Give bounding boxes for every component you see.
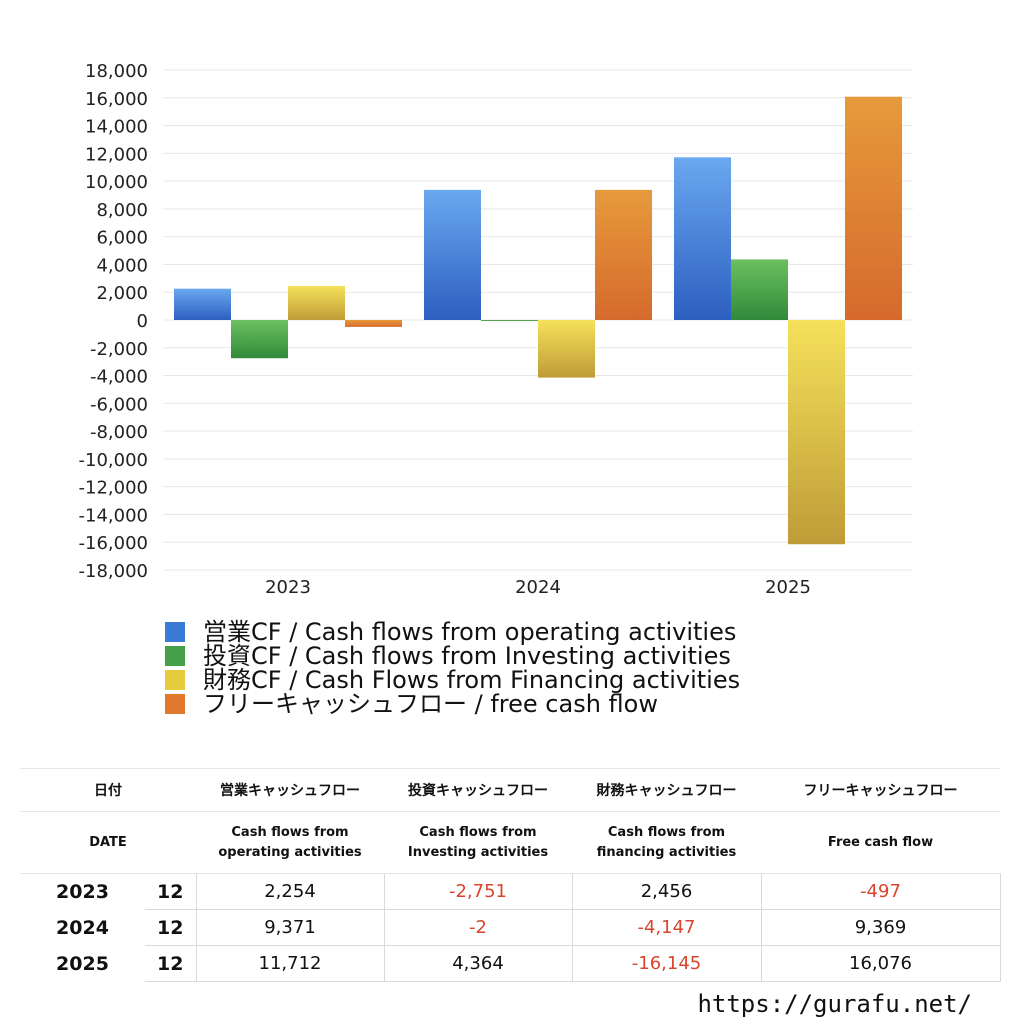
header-free-jp: フリーキャッシュフロー [761, 768, 1000, 812]
row-year: 2025 [56, 952, 109, 975]
bar [174, 288, 231, 320]
row-free: 16,076 [760, 945, 1001, 982]
header-financing-en-line2: financing activities [596, 844, 737, 860]
row-month: 12 [145, 909, 197, 946]
header-date-en: DATE [20, 811, 196, 874]
bar [731, 259, 788, 320]
row-free: 9,369 [760, 909, 1001, 946]
table-row: 2024 12 9,371 -2 -4,147 9,369 [20, 909, 1001, 946]
header-financing-en-line1: Cash flows from [607, 824, 726, 840]
row-financing: -16,145 [571, 945, 761, 982]
chart-legend: 営業CF / Cash flows from operating activit… [165, 620, 740, 716]
y-tick-label: -16,000 [79, 533, 148, 554]
row-year: 2024 [56, 916, 109, 939]
bar [424, 189, 481, 320]
y-tick-label: 14,000 [85, 117, 148, 138]
y-tick-label: 4,000 [96, 255, 148, 276]
row-year: 2023 [56, 880, 109, 903]
legend-item: 営業CF / Cash flows from operating activit… [165, 620, 740, 644]
y-tick-label: -18,000 [79, 561, 148, 582]
y-tick-label: -10,000 [79, 450, 148, 471]
row-investing: 4,364 [383, 945, 572, 982]
bar [595, 189, 652, 320]
bar [288, 285, 345, 320]
x-tick-label: 2024 [515, 577, 561, 598]
header-investing-jp: 投資キャッシュフロー [384, 768, 572, 812]
legend-swatch [165, 622, 185, 642]
y-tick-label: -8,000 [90, 422, 148, 443]
table-header-jp: 日付 営業キャッシュフロー 投資キャッシュフロー 財務キャッシュフロー フリーキ… [20, 768, 1000, 812]
y-tick-label: 2,000 [96, 283, 148, 304]
header-investing-en-line2: Investing activities [407, 844, 549, 860]
y-axis-ticks: 18,000 16,000 14,000 12,000 10,000 8,000 6,000… [79, 61, 148, 582]
legend-swatch [165, 670, 185, 690]
y-tick-label: -6,000 [90, 394, 148, 415]
y-tick-label: -14,000 [79, 505, 148, 526]
header-investing-en-line1: Cash flows from [419, 824, 537, 840]
header-operating-en: Cash flows from operating activities [196, 811, 384, 874]
header-date-jp: 日付 [20, 768, 196, 812]
x-tick-label: 2025 [765, 577, 811, 598]
cash-flow-chart: 18,000 16,000 14,000 12,000 10,000 8,000 6,000… [79, 61, 913, 598]
y-tick-label: 0 [137, 311, 148, 332]
y-tick-label: 16,000 [85, 89, 148, 110]
x-tick-label: 2023 [265, 577, 311, 598]
bars [174, 96, 902, 545]
table-row: 2025 12 11,712 4,364 -16,145 16,076 [20, 945, 1001, 982]
header-operating-en-line1: Cash flows from [231, 824, 349, 840]
row-free: -497 [760, 873, 1001, 910]
legend-label: 営業CF / Cash flows from operating activit… [203, 618, 737, 646]
bar [345, 320, 402, 327]
legend-label: 投資CF / Cash flows from Investing activit… [203, 642, 731, 670]
y-tick-label: 12,000 [85, 144, 148, 165]
y-tick-label: 8,000 [96, 200, 148, 221]
legend-item: 財務CF / Cash Flows from Financing activit… [165, 668, 740, 692]
row-operating: 2,254 [195, 873, 384, 910]
table-header-en: DATE Cash flows from operating activities… [20, 811, 1000, 874]
legend-swatch [165, 646, 185, 666]
header-operating-en-line2: operating activities [218, 844, 362, 860]
x-axis-ticks: 2023 2024 2025 [265, 577, 811, 598]
bar [481, 320, 538, 321]
cash-flow-table: 日付 営業キャッシュフロー 投資キャッシュフロー 財務キャッシュフロー フリーキ… [20, 768, 1001, 982]
legend-swatch [165, 694, 185, 714]
site-url[interactable]: https://gurafu.net/ [697, 990, 972, 1018]
row-month: 12 [145, 945, 197, 982]
bar [231, 320, 288, 359]
header-investing-en: Cash flows from Investing activities [384, 811, 572, 874]
row-financing: -4,147 [571, 909, 761, 946]
legend-item: 投資CF / Cash flows from Investing activit… [165, 644, 740, 668]
header-financing-jp: 財務キャッシュフロー [572, 768, 761, 812]
bar [674, 157, 731, 320]
legend-item: フリーキャッシュフロー / free cash flow [165, 692, 740, 716]
y-tick-label: -4,000 [90, 367, 148, 388]
legend-label: 財務CF / Cash Flows from Financing activit… [203, 666, 741, 694]
header-financing-en: Cash flows from financing activities [572, 811, 761, 874]
header-free-en: Free cash flow [761, 811, 1000, 874]
y-tick-label: -12,000 [79, 478, 148, 499]
y-tick-label: -2,000 [90, 339, 148, 360]
row-investing: -2,751 [383, 873, 572, 910]
row-operating: 11,712 [195, 945, 384, 982]
legend-label: フリーキャッシュフロー / free cash flow [203, 690, 658, 718]
bar [788, 320, 845, 545]
row-operating: 9,371 [195, 909, 384, 946]
bar [845, 96, 902, 320]
header-operating-jp: 営業キャッシュフロー [196, 768, 384, 812]
row-financing: 2,456 [571, 873, 761, 910]
y-tick-label: 10,000 [85, 172, 148, 193]
y-tick-label: 6,000 [96, 228, 148, 249]
table-row: 2023 12 2,254 -2,751 2,456 -497 [20, 873, 1001, 910]
row-investing: -2 [383, 909, 572, 946]
bar [538, 320, 595, 378]
y-tick-label: 18,000 [85, 61, 148, 82]
row-month: 12 [145, 873, 197, 910]
